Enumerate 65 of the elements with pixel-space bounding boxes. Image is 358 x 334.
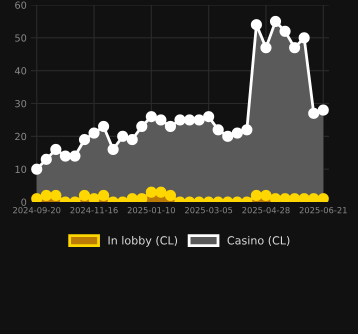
point [222,130,234,142]
point [31,193,42,202]
x-tick-label: 2025-04-28 [242,207,290,214]
y-tick-label: 20 [15,132,26,140]
point [155,114,166,126]
point [280,26,291,37]
point [289,193,300,202]
point [280,193,291,202]
point [270,16,282,27]
point [250,190,262,201]
point [136,193,148,202]
point [108,144,119,156]
point [40,190,52,201]
point [136,120,148,132]
point [78,134,90,146]
point [50,144,62,156]
point [318,104,329,116]
point [88,193,100,202]
x-tick-label: 2024-09-20 [13,207,60,214]
point [98,190,110,201]
point [126,193,138,202]
point [78,190,90,201]
point [146,111,157,122]
x-tick-label: 2025-03-05 [185,207,232,214]
point [69,150,80,162]
point [117,130,128,142]
point [50,190,62,201]
point [250,19,262,30]
point [98,120,110,132]
point [298,193,310,202]
point [260,42,272,54]
point [270,193,282,202]
legend-label: In lobby (CL) [108,236,178,247]
legend-label: Casino (CL) [228,236,290,246]
point [203,111,214,122]
y-tick-label: 50 [15,34,26,42]
point [60,150,71,162]
point [126,134,138,146]
x-tick-label: 2025-01-10 [128,207,176,214]
point [174,114,186,126]
y-tick-label: 30 [15,100,26,108]
point [308,108,320,119]
y-tick-label: 60 [15,1,26,9]
point [31,164,42,175]
point [184,114,196,126]
point [212,124,224,136]
point [298,32,310,44]
y-tick-label: 0 [21,198,26,206]
point [40,154,52,165]
point [289,42,300,54]
point [260,190,272,201]
y-tick-label: 10 [16,166,26,173]
point [241,124,252,136]
point [194,114,205,126]
point [232,127,243,139]
x-tick-label: 2024-11-16 [70,207,118,214]
y-tick-label: 40 [14,67,26,74]
point [318,193,329,202]
x-tick-label: 2025-06-21 [300,207,347,214]
point [164,190,176,201]
point [164,120,176,132]
point [308,193,320,202]
point [146,186,157,198]
point [88,127,100,139]
point [155,186,166,198]
